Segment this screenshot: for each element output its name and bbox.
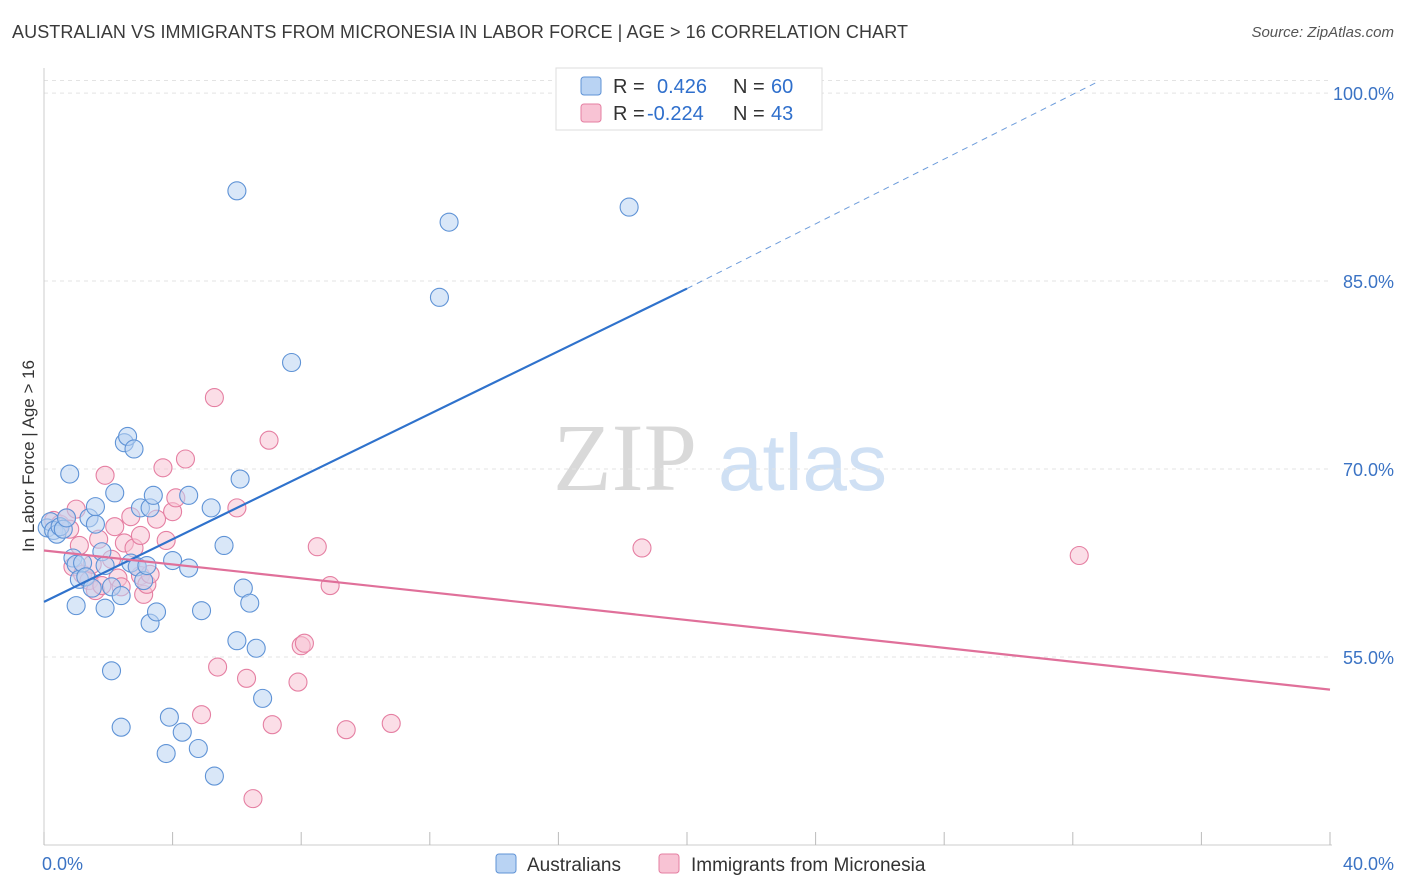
micronesia-point-41 xyxy=(288,672,308,692)
australians-point-29 xyxy=(124,439,144,459)
micronesia-point-35 xyxy=(208,657,228,677)
micronesia-point-15 xyxy=(105,517,125,537)
watermark-zip: ZIP xyxy=(553,404,697,511)
bottom-legend: Australians Immigrants from Micronesia xyxy=(495,853,926,876)
australians-point-37 xyxy=(146,602,167,622)
legend-swatch-micronesia xyxy=(580,103,602,123)
australians-point-16 xyxy=(85,514,105,534)
micronesia-point-34 xyxy=(204,388,224,408)
australians-point-38 xyxy=(156,743,176,764)
trend-lines xyxy=(43,82,1331,691)
australians-point-56 xyxy=(282,352,302,373)
australians-point-50 xyxy=(227,631,247,651)
bottom-legend-swatch-australians xyxy=(495,853,517,874)
x-tick-label-max: 40.0% xyxy=(1343,854,1394,874)
bottom-legend-label-australians: Australians xyxy=(527,855,621,876)
australians-point-40 xyxy=(163,550,183,571)
micronesia-point-38 xyxy=(243,789,263,809)
australians-point-41 xyxy=(172,722,192,742)
australians-point-20 xyxy=(95,598,115,618)
legend-box: R = 0.426 N = 60 R = -0.224 N = 43 xyxy=(555,67,823,131)
australians-point-46 xyxy=(201,498,221,518)
australians-point-11 xyxy=(66,596,86,616)
australians-point-39 xyxy=(159,707,179,727)
axes xyxy=(43,68,1332,846)
australians-point-22 xyxy=(101,661,122,681)
australians-point-17 xyxy=(85,497,105,517)
micronesia-point-23 xyxy=(130,525,150,546)
australians-point-54 xyxy=(246,638,266,658)
legend-n-value-2: 43 xyxy=(771,103,793,125)
y-tick-label-100: 100.0% xyxy=(1333,84,1394,104)
legend-n-label-1: N = xyxy=(733,76,765,98)
micronesia-point-37 xyxy=(236,668,257,688)
legend-n-value-1: 60 xyxy=(771,76,793,98)
watermark-atlas: atlas xyxy=(718,418,887,507)
micronesia-point-39 xyxy=(259,430,279,450)
australians-point-25 xyxy=(111,717,131,737)
legend-r-label-2: R = xyxy=(613,103,645,125)
australians-trend-line xyxy=(43,287,688,603)
legend-r-value-2: -0.224 xyxy=(647,103,704,125)
micronesia-point-28 xyxy=(153,458,173,478)
australians-point-53 xyxy=(240,593,260,613)
micronesia-point-48 xyxy=(632,538,652,558)
australians-point-36 xyxy=(143,485,163,505)
legend-swatch-australians xyxy=(580,76,602,96)
australians-point-6 xyxy=(56,508,77,528)
australians-point-44 xyxy=(188,738,208,759)
micronesia-point-49 xyxy=(1069,545,1089,566)
series-australians-points xyxy=(37,181,639,786)
micronesia-point-46 xyxy=(336,720,356,740)
australians-point-7 xyxy=(60,464,80,484)
australians-point-42 xyxy=(179,485,199,505)
australians-point-43 xyxy=(179,558,199,578)
y-axis-label: In Labor Force | Age > 16 xyxy=(19,360,38,552)
australians-point-59 xyxy=(619,197,639,217)
chart-title: AUSTRALIAN VS IMMIGRANTS FROM MICRONESIA… xyxy=(12,22,909,42)
australians-point-24 xyxy=(111,586,131,606)
australians-point-51 xyxy=(230,469,250,489)
micronesia-point-13 xyxy=(95,465,115,485)
bottom-legend-label-micronesia: Immigrants from Micronesia xyxy=(691,855,926,876)
source-label: Source: ZipAtlas.com xyxy=(1251,24,1394,41)
bottom-legend-swatch-micronesia xyxy=(658,853,680,874)
australians-point-47 xyxy=(204,766,224,786)
micronesia-point-47 xyxy=(381,713,401,733)
australians-point-57 xyxy=(429,287,449,307)
x-tick-marks xyxy=(43,832,1331,845)
micronesia-point-43 xyxy=(294,633,314,653)
x-tick-label-min: 0.0% xyxy=(42,854,83,874)
australians-point-49 xyxy=(227,181,247,201)
y-tick-label-70: 70.0% xyxy=(1343,460,1394,480)
australians-point-45 xyxy=(191,601,212,621)
legend-r-value-1: 0.426 xyxy=(657,76,707,98)
australians-point-55 xyxy=(253,688,273,708)
micronesia-trend-line xyxy=(43,549,1331,691)
y-tick-label-55: 55.0% xyxy=(1343,648,1394,668)
y-tick-label-85: 85.0% xyxy=(1343,272,1394,292)
legend-r-label-1: R = xyxy=(613,76,645,98)
australians-point-48 xyxy=(214,535,234,556)
legend-n-label-2: N = xyxy=(733,103,765,125)
y-tick-labels: 100.0% 85.0% 70.0% 55.0% xyxy=(1333,84,1394,668)
micronesia-point-33 xyxy=(191,705,212,725)
australians-point-33 xyxy=(137,555,157,576)
australians-point-23 xyxy=(105,483,125,503)
australians-point-58 xyxy=(439,212,459,232)
micronesia-point-45 xyxy=(320,576,340,596)
micronesia-point-32 xyxy=(175,449,196,469)
micronesia-point-40 xyxy=(262,715,282,735)
micronesia-point-44 xyxy=(307,537,327,557)
